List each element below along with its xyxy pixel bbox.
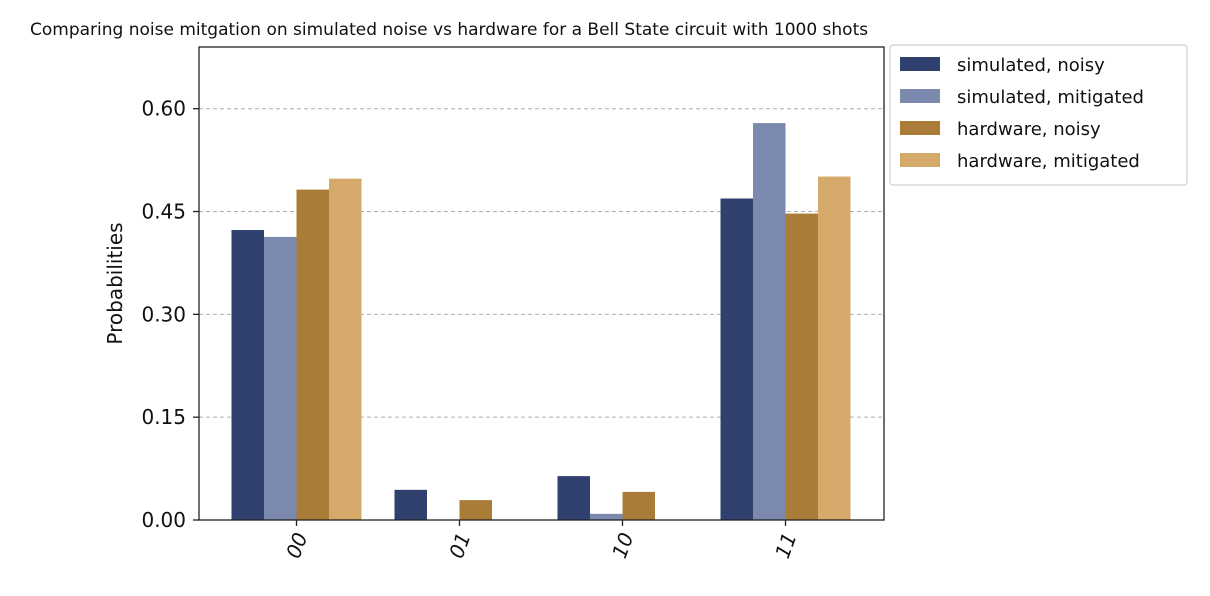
legend-label: simulated, mitigated: [957, 87, 1144, 108]
y-tick-label: 0.30: [141, 302, 186, 326]
legend-swatch: [900, 121, 940, 135]
bar-simulated-noisy-00: [231, 230, 264, 520]
y-axis-label: Probabilities: [103, 222, 127, 344]
plot-frame: [198, 46, 885, 521]
legend-swatch: [900, 89, 940, 103]
x-tick-label: 01: [444, 529, 475, 561]
x-tick-label: 11: [770, 529, 801, 561]
bar-hardware-noisy-10: [622, 491, 655, 520]
bar-simulated-mitigated-11: [753, 123, 786, 520]
y-axis: 0.00 0.15 0.30 0.45 0.60: [141, 97, 199, 532]
bar-hardware-mitigated-11: [818, 176, 851, 521]
bar-hardware-noisy-00: [296, 189, 329, 520]
x-tick-label: 10: [607, 529, 638, 561]
bar-simulated-noisy-10: [557, 476, 590, 520]
legend: simulated, noisy simulated, mitigated hard…: [889, 44, 1188, 186]
bar-simulated-mitigated-00: [264, 236, 297, 521]
bar-simulated-mitigated-10: [590, 513, 623, 520]
y-tick-label: 0.60: [141, 97, 186, 121]
bars: [231, 123, 851, 521]
x-axis: 00 01 10 11: [281, 520, 801, 562]
legend-label: simulated, noisy: [957, 55, 1105, 76]
bar-hardware-noisy-11: [785, 213, 818, 521]
legend-label: hardware, noisy: [957, 119, 1101, 140]
bar-hardware-noisy-01: [459, 500, 492, 520]
legend-box: [889, 44, 1188, 186]
x-tick-label: 00: [281, 529, 312, 561]
bar-hardware-mitigated-00: [329, 178, 362, 521]
legend-swatch: [900, 153, 940, 167]
bar-simulated-noisy-01: [394, 489, 427, 520]
legend-label: hardware, mitigated: [957, 151, 1140, 172]
bar-simulated-noisy-11: [720, 198, 753, 520]
y-tick-label: 0.45: [141, 200, 186, 224]
y-tick-label: 0.15: [141, 405, 186, 429]
y-tick-label: 0.00: [141, 508, 186, 532]
chart-title: Comparing noise mitgation on simulated n…: [30, 20, 868, 40]
legend-swatch: [900, 57, 940, 71]
